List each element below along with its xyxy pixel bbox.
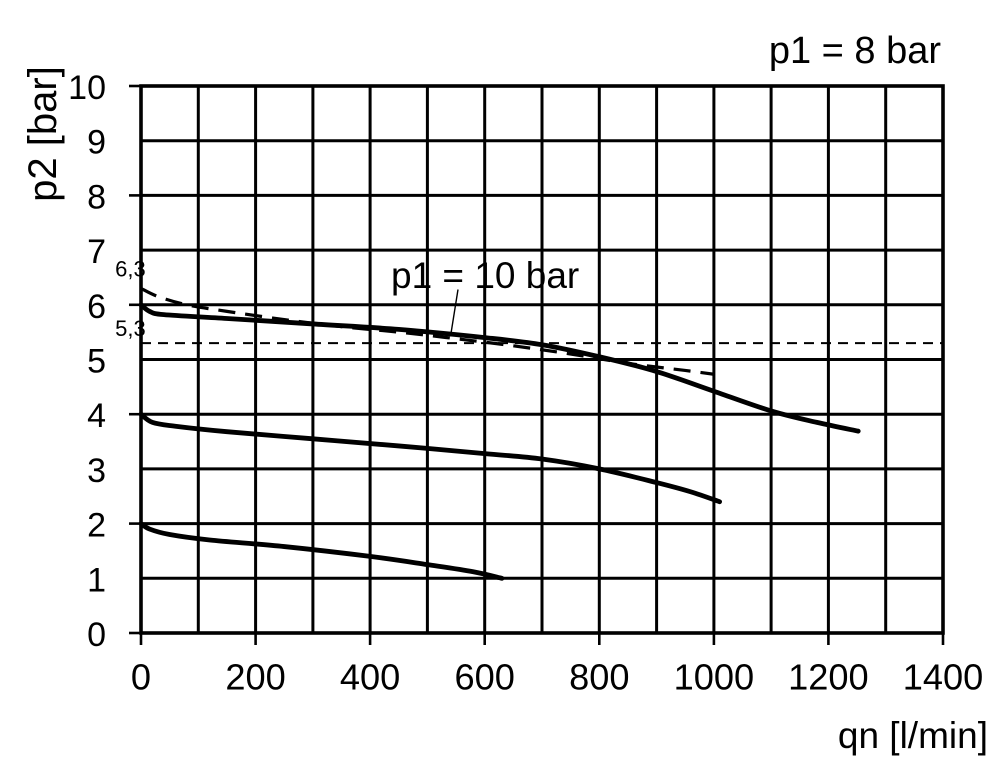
- svg-text:qn [l/min]: qn [l/min]: [838, 715, 988, 756]
- svg-text:5: 5: [87, 343, 106, 381]
- svg-text:1000: 1000: [674, 657, 755, 698]
- svg-text:400: 400: [340, 657, 400, 698]
- svg-text:6,3: 6,3: [115, 257, 146, 282]
- svg-text:600: 600: [455, 657, 515, 698]
- svg-text:9: 9: [87, 124, 106, 162]
- svg-text:p1 = 10 bar: p1 = 10 bar: [391, 255, 579, 296]
- svg-text:p1 = 8 bar: p1 = 8 bar: [769, 30, 942, 72]
- svg-text:200: 200: [225, 657, 285, 698]
- svg-text:0: 0: [87, 616, 106, 654]
- svg-text:6: 6: [87, 288, 106, 326]
- svg-text:10: 10: [68, 69, 106, 107]
- svg-text:3: 3: [87, 452, 106, 490]
- svg-text:2: 2: [87, 507, 106, 545]
- svg-text:5,3: 5,3: [115, 316, 146, 341]
- svg-text:7: 7: [87, 233, 106, 271]
- svg-text:1: 1: [87, 561, 106, 599]
- svg-text:p2 [bar]: p2 [bar]: [21, 66, 65, 202]
- svg-text:8: 8: [87, 178, 106, 216]
- svg-text:800: 800: [569, 657, 629, 698]
- svg-text:4: 4: [87, 397, 106, 435]
- svg-text:0: 0: [131, 657, 151, 698]
- svg-text:1200: 1200: [788, 657, 869, 698]
- svg-text:1400: 1400: [903, 657, 984, 698]
